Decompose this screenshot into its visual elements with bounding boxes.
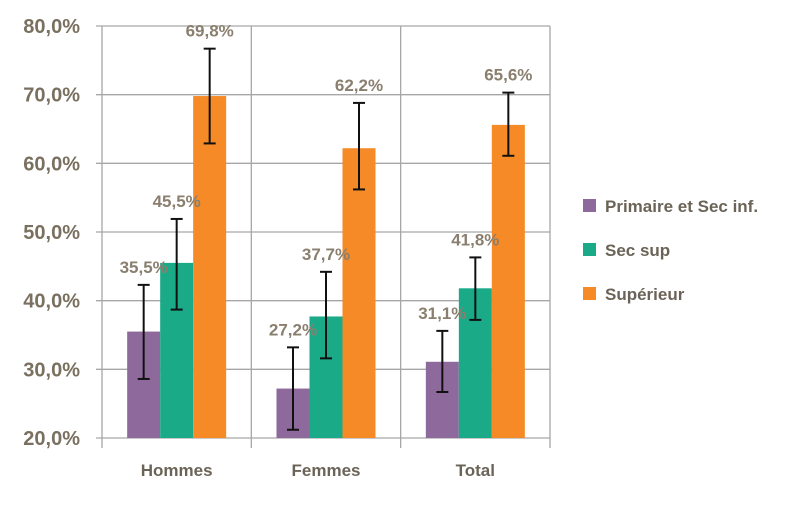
legend: Primaire et Sec inf. Sec sup Supérieur: [583, 197, 758, 304]
data-label: 35,5%: [120, 258, 168, 277]
x-tick-label: Femmes: [292, 461, 361, 480]
bars: [127, 96, 525, 438]
legend-swatch: [583, 287, 596, 300]
y-tick-label: 50,0%: [23, 222, 80, 244]
y-tick-label: 70,0%: [23, 85, 80, 107]
legend-swatch: [583, 243, 596, 256]
legend-label: Sec sup: [605, 241, 670, 260]
data-label: 62,2%: [335, 76, 383, 95]
data-label: 41,8%: [451, 230, 499, 249]
data-label: 45,5%: [153, 192, 201, 211]
y-tick-label: 30,0%: [23, 359, 80, 381]
error-bars: [137, 47, 515, 431]
data-labels: 35,5% 45,5% 69,8% 27,2% 37,7% 62,2% 31,1% 41,8%…: [120, 22, 533, 340]
bar: [491, 124, 525, 438]
y-tick-label: 60,0%: [23, 153, 80, 175]
legend-label: Supérieur: [605, 285, 685, 304]
x-tick-label: Total: [456, 461, 495, 480]
bar: [193, 96, 227, 438]
data-label: 69,8%: [186, 22, 234, 41]
y-tick-label: 20,0%: [23, 428, 80, 450]
y-tick-label: 80,0%: [23, 16, 80, 38]
data-label: 65,6%: [484, 66, 532, 85]
axes: 20,0% 30,0% 40,0% 50,0% 60,0% 70,0% 80,0% Homme…: [23, 16, 495, 480]
x-tick-label: Hommes: [141, 461, 213, 480]
legend-label: Primaire et Sec inf.: [605, 197, 758, 216]
data-label: 27,2%: [269, 320, 317, 339]
legend-swatch: [583, 199, 596, 212]
y-tick-label: 40,0%: [23, 291, 80, 313]
data-label: 37,7%: [302, 245, 350, 264]
data-label: 31,1%: [418, 304, 466, 323]
bar: [342, 148, 376, 438]
